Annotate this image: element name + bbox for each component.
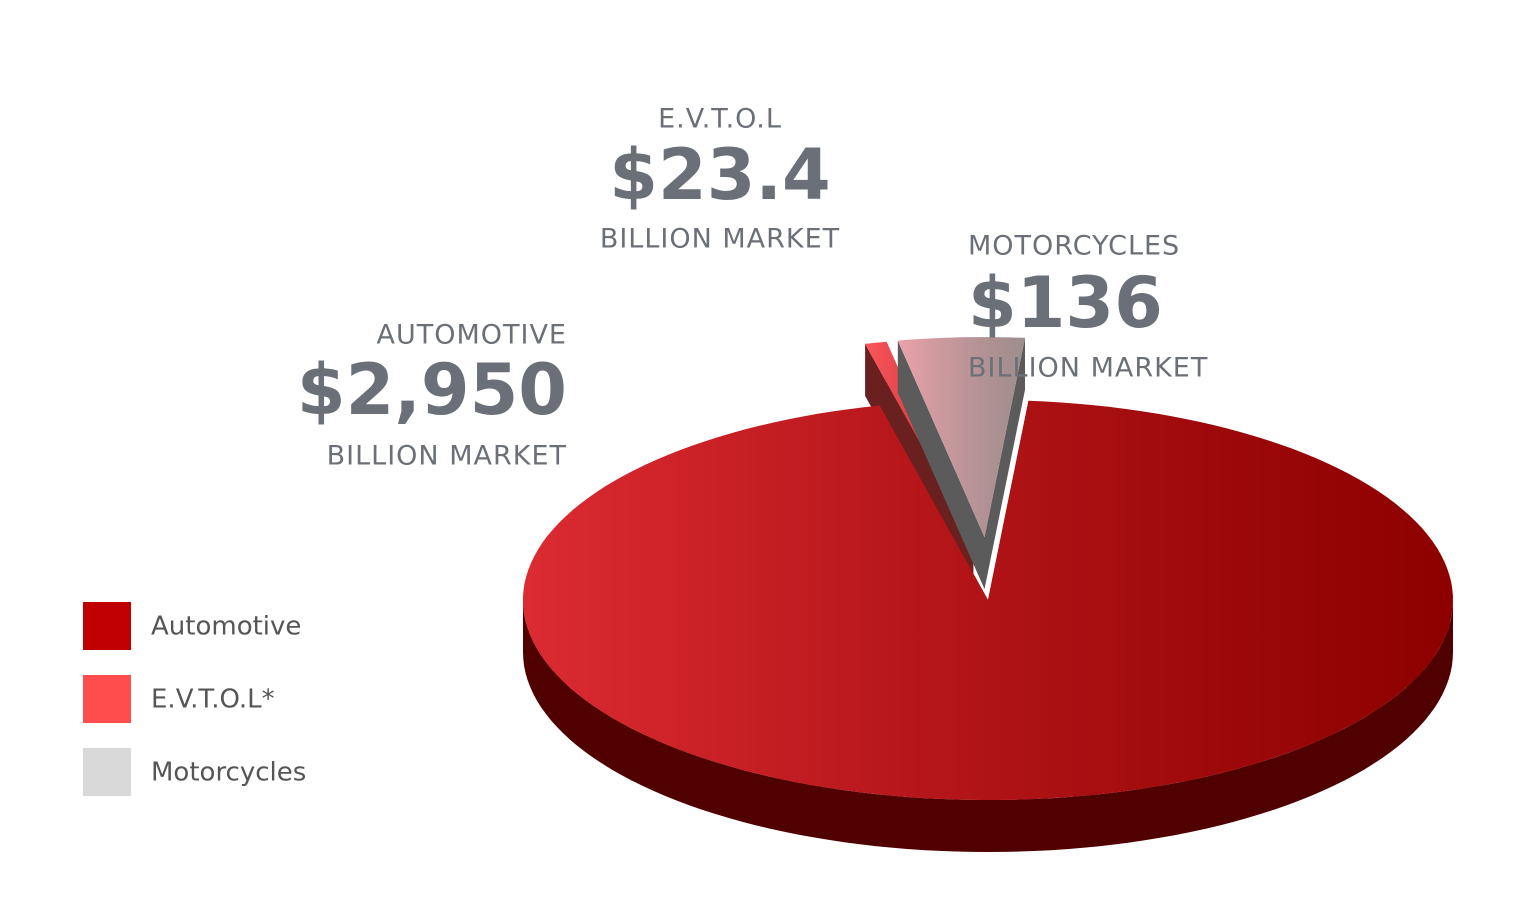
unit-label: BILLION MARKET xyxy=(327,441,567,472)
value-label: $136 xyxy=(968,262,1163,344)
slice-cut xyxy=(897,340,985,590)
unit-label: BILLION MARKET xyxy=(600,224,840,255)
slice-side xyxy=(523,600,1453,852)
slice-shade xyxy=(897,337,1025,538)
unit-label: BILLION MARKET xyxy=(968,353,1208,384)
slice-cut xyxy=(984,337,1025,590)
slice-label: MOTORCYCLES xyxy=(968,231,1180,262)
legend-swatch xyxy=(83,748,131,796)
legend-label: Motorcycles xyxy=(151,758,306,788)
slice-label: AUTOMOTIVE xyxy=(376,320,567,351)
legend-label: E.V.T.O.L* xyxy=(151,685,275,715)
slice-label: E.V.T.O.L xyxy=(658,104,782,135)
value-label: $2,950 xyxy=(297,349,567,431)
slice-shade xyxy=(523,400,1453,800)
legend-label: Automotive xyxy=(151,612,301,642)
value-label: $23.4 xyxy=(609,134,830,216)
legend-swatch xyxy=(83,675,131,723)
legend-swatch xyxy=(83,602,131,650)
